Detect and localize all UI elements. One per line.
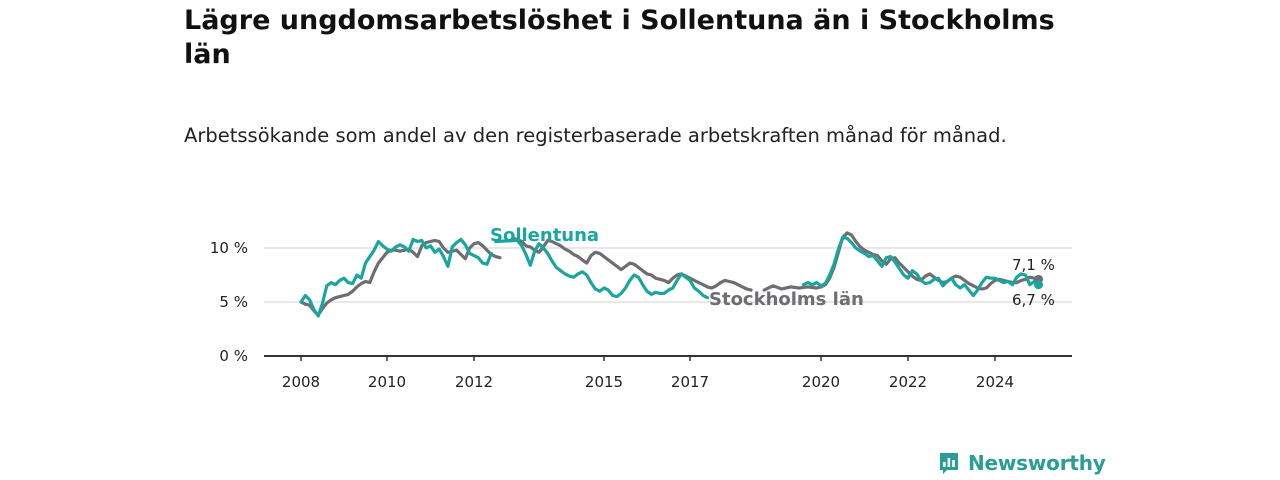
series-lines <box>299 231 1043 318</box>
end-label-sollentuna: 6,7 % <box>1012 291 1055 309</box>
series-line-stockholms-lan <box>762 231 1041 292</box>
newsworthy-logo-icon <box>940 452 958 474</box>
chart-subtitle: Arbetssökande som andel av den registerb… <box>184 124 1007 147</box>
x-axis-ticks: 2008 2010 2012 2015 2017 2020 2022 2024 <box>282 356 1014 391</box>
y-tick-label: 10 % <box>210 239 248 257</box>
newsworthy-logo[interactable]: Newsworthy <box>938 449 1106 477</box>
end-marker-sollentuna <box>1034 280 1043 290</box>
series-line-sollentuna <box>299 237 493 318</box>
series-labels: Sollentuna Stockholms län 7,1 % 6,7 % <box>490 225 1055 310</box>
y-tick-label: 5 % <box>219 293 248 311</box>
series-label-sollentuna: Sollentuna <box>490 225 599 246</box>
newsworthy-logo-text: Newsworthy <box>968 451 1106 475</box>
chart-title: Lägre ungdomsarbetslöshet i Sollentuna ä… <box>184 5 1055 70</box>
end-label-stockholms-lan: 7,1 % <box>1012 256 1055 274</box>
x-tick-label: 2015 <box>585 373 623 391</box>
x-tick-label: 2010 <box>368 373 406 391</box>
series-line-sollentuna <box>801 235 1041 298</box>
series-label-stockholms-lan: Stockholms län <box>709 289 864 310</box>
series-line-stockholms-lan <box>511 236 753 292</box>
series-line-sollentuna <box>494 238 710 300</box>
x-tick-label: 2012 <box>455 373 493 391</box>
grid-lines <box>264 247 1072 357</box>
x-tick-label: 2022 <box>889 373 927 391</box>
y-tick-label: 0 % <box>219 347 248 365</box>
y-axis-ticks: 0 % 5 % 10 % <box>210 239 248 365</box>
x-tick-label: 2017 <box>671 373 709 391</box>
x-tick-label: 2020 <box>802 373 840 391</box>
series-line-stockholms-lan <box>299 238 502 317</box>
x-tick-label: 2024 <box>976 373 1014 391</box>
x-tick-label: 2008 <box>282 373 320 391</box>
